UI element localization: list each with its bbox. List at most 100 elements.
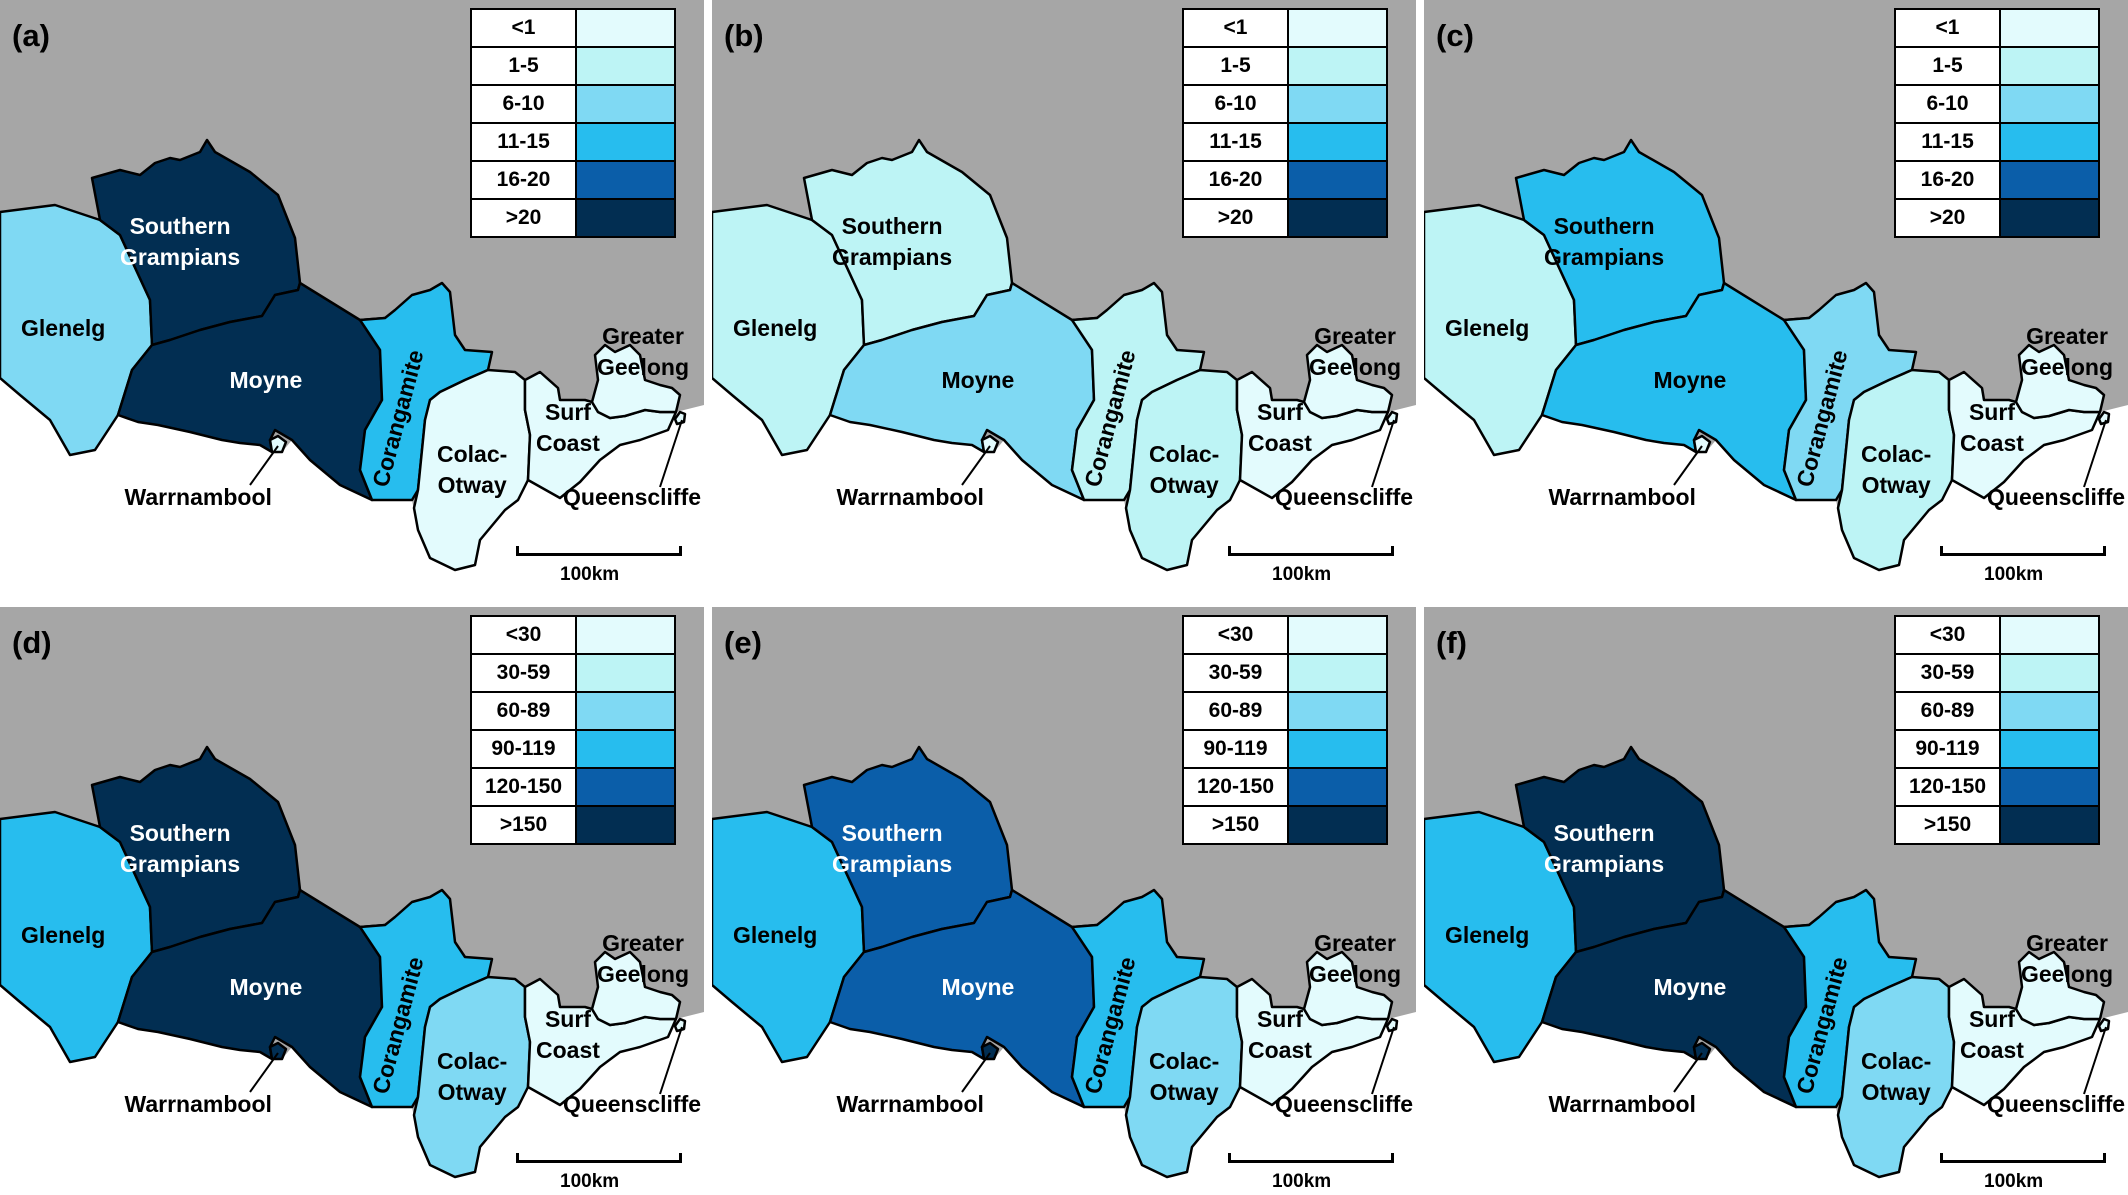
region-warrnambool (268, 434, 288, 454)
map-canvas (0, 745, 704, 1195)
region-label-colac-otway: Colac- Otway (437, 1048, 508, 1105)
region-moyne (1540, 888, 1811, 1109)
region-moyne (116, 888, 387, 1109)
legend: <30 30-59 60-89 90-119 120-150 >150 (1182, 615, 1388, 845)
legend-swatch (1287, 8, 1388, 48)
region-label-greater-geelong: Greater Geelong (597, 323, 690, 380)
legend-label: 120-150 (1894, 767, 2001, 807)
legend-row: 11-15 (1182, 122, 1388, 162)
legend-label: 1-5 (1894, 46, 2001, 86)
legend-row: <1 (1182, 8, 1388, 48)
legend-row: <1 (1894, 8, 2100, 48)
leader-line (961, 445, 991, 486)
scale-label: 100km (1272, 1171, 1332, 1192)
region-moyne (828, 281, 1099, 502)
leader-line (249, 1052, 279, 1093)
panel-label: (d) (12, 625, 52, 660)
scale-label: 100km (1272, 564, 1332, 585)
legend-swatch (1287, 691, 1388, 731)
legend-row: >150 (1182, 805, 1388, 845)
legend-row: 11-15 (470, 122, 676, 162)
region-warrnambool (980, 434, 1000, 454)
scale-bar (1940, 1153, 2106, 1163)
leader-line (2083, 1026, 2107, 1095)
legend-row: 16-20 (470, 160, 676, 200)
ocean-area (0, 985, 704, 1195)
region-warrnambool (1692, 434, 1712, 454)
legend-label: >150 (1182, 805, 1289, 845)
leader-line (659, 419, 683, 488)
region-label-warrnambool: Warrnambool (124, 483, 272, 510)
region-label-queenscliffe: Queenscliffe (1987, 483, 2126, 510)
map-canvas (712, 138, 1416, 588)
region-moyne (116, 281, 387, 502)
region-label-surf-coast: Surf Coast (1960, 399, 2024, 456)
panel-label: (f) (1436, 625, 1467, 660)
region-label-warrnambool: Warrnambool (1548, 483, 1696, 510)
legend-swatch (1287, 615, 1388, 655)
scale-label: 100km (1984, 1171, 2044, 1192)
legend-label: <1 (470, 8, 577, 48)
legend-swatch (575, 653, 676, 693)
region-label-moyne: Moyne (941, 366, 1015, 393)
legend-swatch (1999, 84, 2100, 124)
region-greater-geelong (2014, 950, 2106, 1027)
legend-label: 60-89 (1894, 691, 2001, 731)
legend-swatch (1287, 46, 1388, 86)
region-label-queenscliffe: Queenscliffe (1275, 483, 1414, 510)
region-label-surf-coast: Surf Coast (1960, 1006, 2024, 1063)
legend-row: 11-15 (1894, 122, 2100, 162)
legend-row: 90-119 (1182, 729, 1388, 769)
legend-label: 11-15 (470, 122, 577, 162)
legend-row: >20 (470, 198, 676, 238)
legend-label: 16-20 (470, 160, 577, 200)
legend: <1 1-5 6-10 11-15 16-20 >20 (1182, 8, 1388, 238)
legend-label: 1-5 (470, 46, 577, 86)
legend-swatch (1999, 198, 2100, 238)
region-greater-geelong (2014, 343, 2106, 420)
legend-label: 6-10 (1182, 84, 1289, 124)
region-warrnambool (1692, 1041, 1712, 1061)
legend-row: 90-119 (1894, 729, 2100, 769)
region-moyne (828, 888, 1099, 1109)
legend-label: <30 (1182, 615, 1289, 655)
region-label-southern-grampians: Southern Grampians (1544, 213, 1665, 270)
legend-label: 6-10 (1894, 84, 2001, 124)
legend-swatch (1999, 8, 2100, 48)
legend-swatch (1287, 805, 1388, 845)
legend-label: >150 (470, 805, 577, 845)
region-label-greater-geelong: Greater Geelong (1309, 323, 1402, 380)
scale-bar (516, 546, 682, 556)
region-label-queenscliffe: Queenscliffe (1987, 1090, 2126, 1117)
region-label-warrnambool: Warrnambool (1548, 1090, 1696, 1117)
region-greater-geelong (590, 343, 682, 420)
legend-swatch (575, 198, 676, 238)
region-greater-geelong (1302, 950, 1394, 1027)
leader-line (2083, 419, 2107, 488)
legend-swatch (575, 122, 676, 162)
map-canvas (0, 138, 704, 588)
leader-line (1673, 445, 1703, 486)
region-label-greater-geelong: Greater Geelong (2021, 323, 2114, 380)
legend-row: 6-10 (470, 84, 676, 124)
region-label-glenelg: Glenelg (1445, 314, 1530, 341)
legend-row: 1-5 (470, 46, 676, 86)
legend-swatch (1287, 653, 1388, 693)
legend-row: >150 (470, 805, 676, 845)
map-canvas (1424, 745, 2128, 1195)
legend-row: 30-59 (1182, 653, 1388, 693)
map-canvas (712, 745, 1416, 1195)
legend-swatch (575, 691, 676, 731)
panel-label: (c) (1436, 18, 1474, 53)
region-label-colac-otway: Colac- Otway (1861, 441, 1932, 498)
region-label-moyne: Moyne (1653, 366, 1727, 393)
scale-bar (1228, 1153, 1394, 1163)
region-label-surf-coast: Surf Coast (1248, 1006, 1312, 1063)
legend-row: 1-5 (1182, 46, 1388, 86)
region-label-colac-otway: Colac- Otway (437, 441, 508, 498)
region-label-warrnambool: Warrnambool (124, 1090, 272, 1117)
legend-swatch (1999, 729, 2100, 769)
legend-row: 120-150 (1182, 767, 1388, 807)
region-label-glenelg: Glenelg (21, 921, 106, 948)
